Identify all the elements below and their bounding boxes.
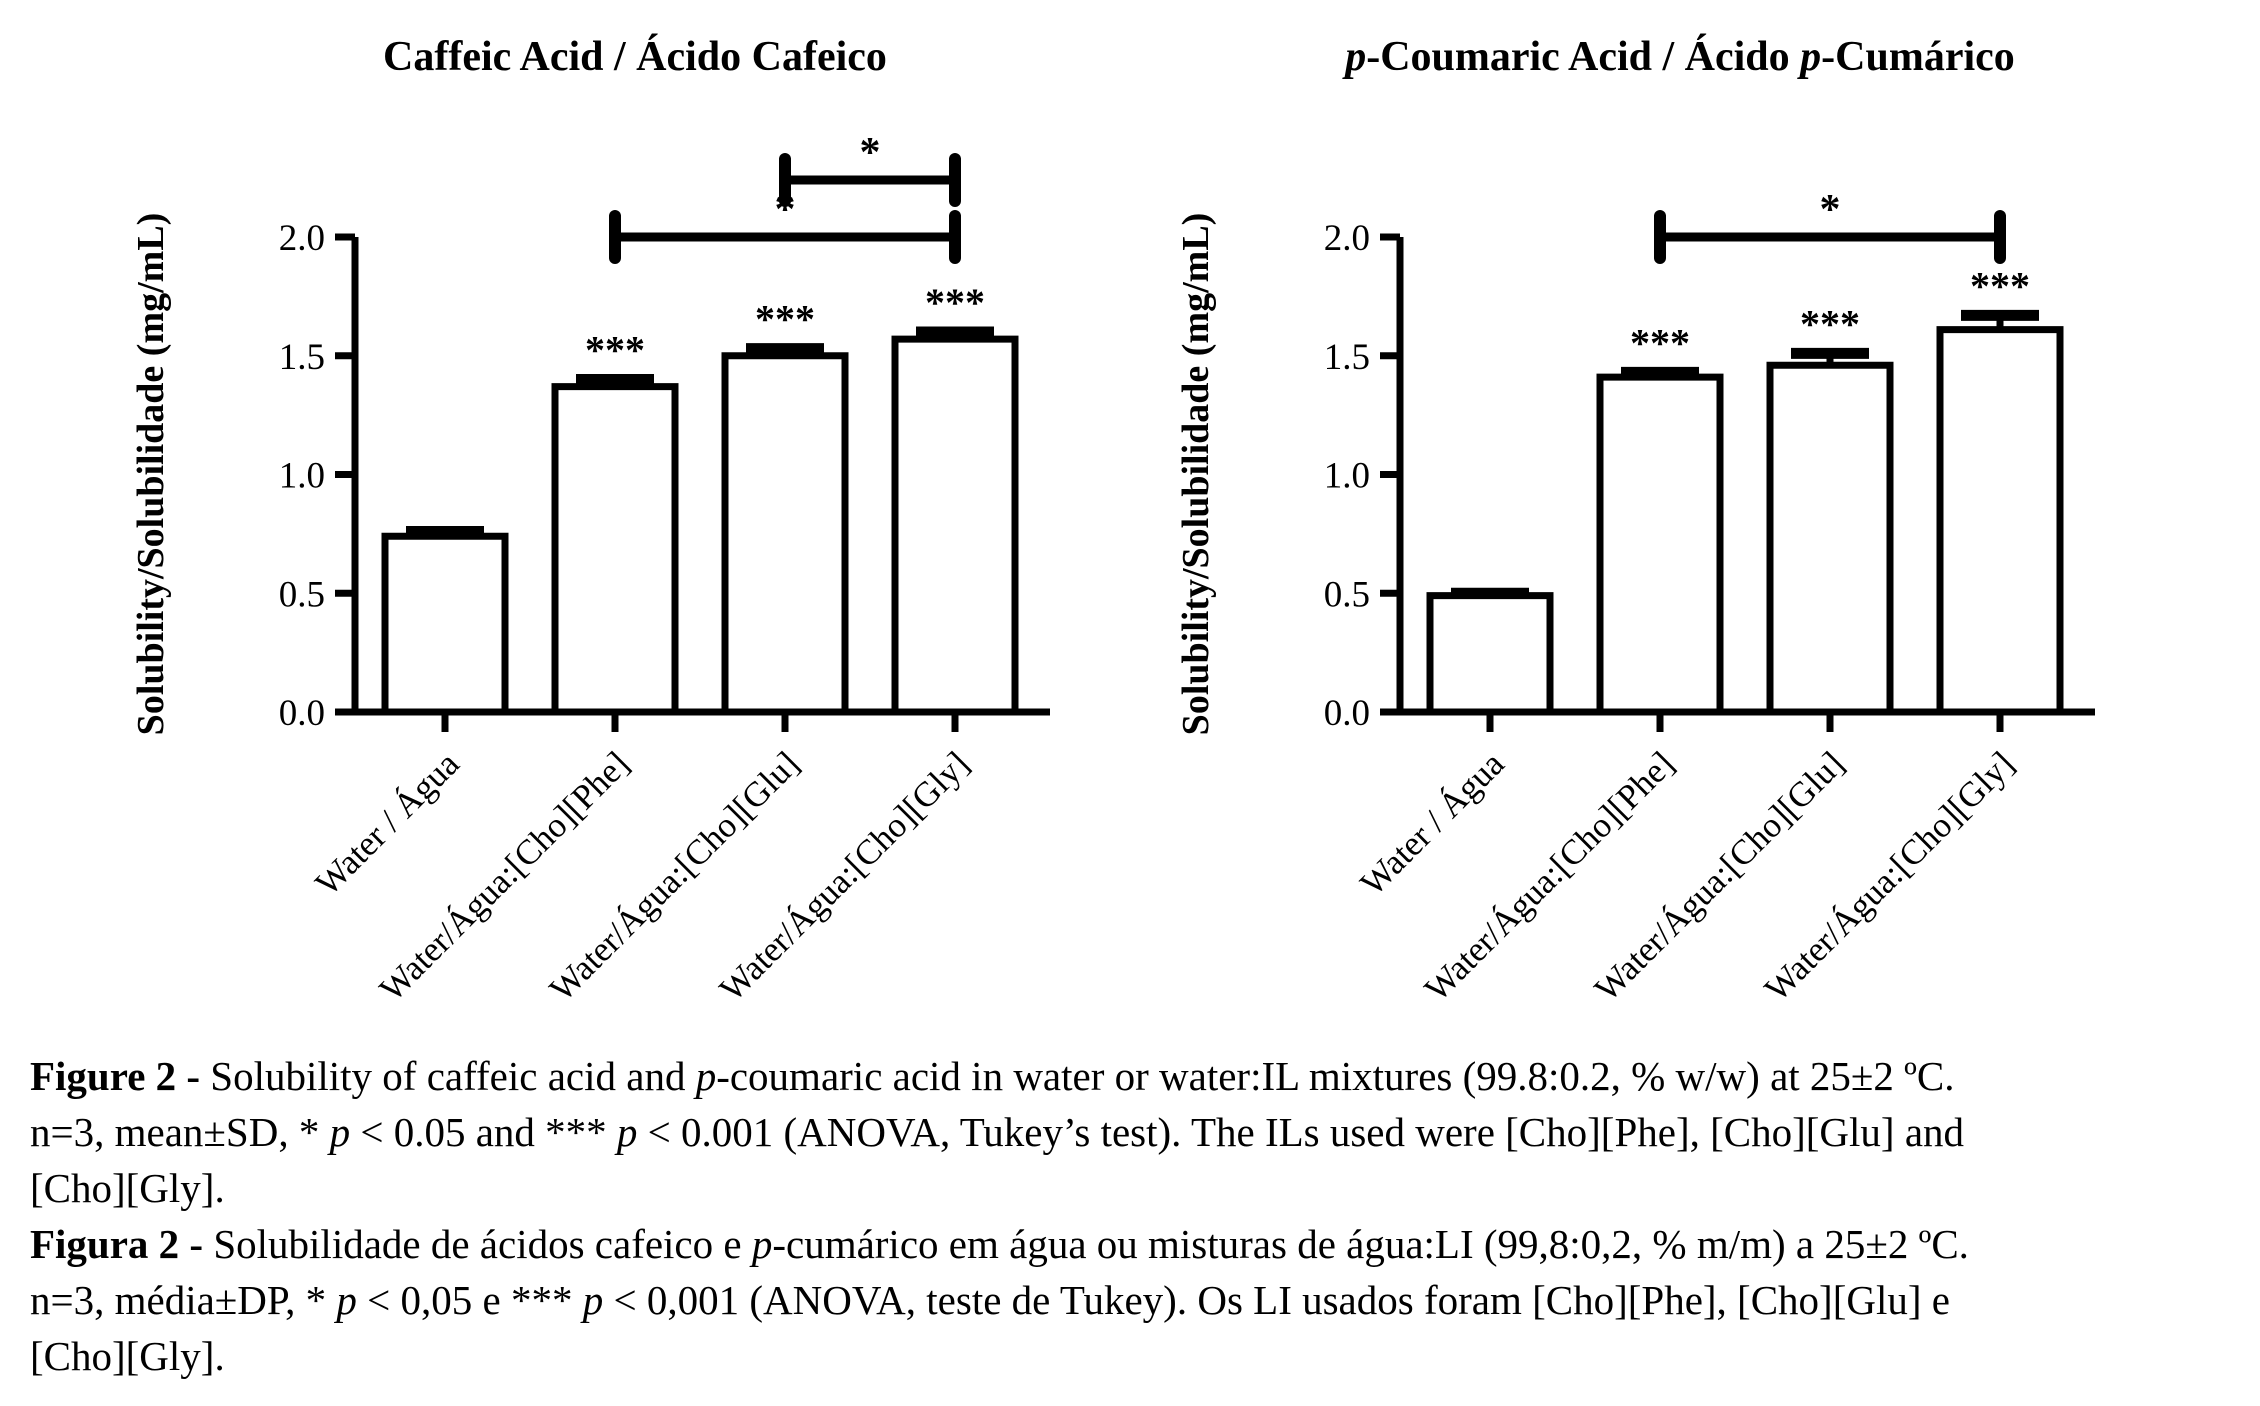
- significance-stars-3: ***: [1970, 263, 2030, 308]
- bar-0: [1426, 592, 1554, 716]
- error-bar-cap-1: [1621, 366, 1699, 378]
- caption-line: [Cho][Gly].: [30, 1160, 2234, 1216]
- caption-line: n=3, mean±SD, * p < 0.05 and *** p < 0.0…: [30, 1104, 2234, 1160]
- y-tick-label-0: 0.0: [1324, 693, 1370, 734]
- significance-stars-1: ***: [1630, 320, 1690, 365]
- figure-caption: Figure 2 - Solubility of caffeic acid an…: [30, 1048, 2234, 1384]
- caption-run: p: [695, 1053, 717, 1099]
- y-tick-label-1: 0.5: [279, 574, 325, 615]
- caption-run: Figure 2 -: [30, 1053, 211, 1099]
- significance-stars-2: ***: [755, 297, 815, 342]
- error-bar-cap-1: [576, 374, 654, 385]
- caption-line: Figura 2 - Solubilidade de ácidos cafeic…: [30, 1216, 2234, 1272]
- x-category-label-0: Water / Água: [1353, 744, 1512, 903]
- comparison-bracket-label-1: *: [860, 130, 881, 176]
- caption-run: < 0,05 e ***: [356, 1277, 583, 1323]
- caption-run: [Cho][Gly].: [30, 1165, 225, 1211]
- y-tick-label-1: 0.5: [1324, 574, 1370, 615]
- y-tick-label-0: 0.0: [279, 693, 325, 734]
- caption-run: p: [616, 1109, 638, 1155]
- y-tick-label-4: 2.0: [279, 218, 325, 259]
- caption-run: -coumaric acid in water or water:IL mixt…: [716, 1053, 1955, 1099]
- significance-stars-2: ***: [1800, 301, 1860, 346]
- y-tick-label-2: 1.0: [279, 456, 325, 497]
- error-bar-cap-3: [916, 326, 994, 338]
- bar-2: [1766, 361, 1894, 716]
- caption-run: Solubilidade de ácidos cafeico e: [213, 1221, 752, 1267]
- bar-0: [381, 532, 509, 716]
- error-bar-cap-0: [1451, 587, 1529, 599]
- error-bar-cap-3: [1961, 309, 2039, 321]
- bar-1: [1596, 373, 1724, 716]
- chart-title: p-Coumaric Acid / Ácido p-Cumárico: [1342, 33, 2015, 80]
- caption-run: n=3, mean±SD, *: [30, 1109, 330, 1155]
- caption-run: < 0,001 (ANOVA, teste de Tukey). Os LI u…: [603, 1277, 1950, 1323]
- y-tick-label-3: 1.5: [279, 337, 325, 378]
- bar-3: [1936, 326, 2064, 716]
- caption-line: n=3, média±DP, * p < 0,05 e *** p < 0,00…: [30, 1272, 2234, 1328]
- caption-run: p: [582, 1277, 604, 1323]
- x-category-label-0: Water / Água: [308, 744, 467, 903]
- error-bar-cap-2: [746, 343, 824, 355]
- caption-run: < 0.05 and ***: [350, 1109, 617, 1155]
- bar-1: [551, 383, 679, 716]
- caption-run: n=3, média±DP, *: [30, 1277, 337, 1323]
- bar-2: [721, 352, 849, 716]
- comparison-bracket-label-0: *: [1820, 187, 1841, 233]
- caption-run: p: [329, 1109, 351, 1155]
- y-axis-label: Solubility/Solubilidade (mg/mL): [130, 213, 172, 736]
- significance-stars-1: ***: [585, 328, 645, 373]
- caption-line: [Cho][Gly].: [30, 1328, 2234, 1384]
- caption-line: Figure 2 - Solubility of caffeic acid an…: [30, 1048, 2234, 1104]
- y-axis-label: Solubility/Solubilidade (mg/mL): [1175, 213, 1217, 736]
- significance-stars-3: ***: [925, 280, 985, 325]
- caption-run: Figura 2 -: [30, 1221, 214, 1267]
- caption-run: -cumárico em água ou misturas de água:LI…: [772, 1221, 1969, 1267]
- caption-run: < 0.001 (ANOVA, Tukey’s test). The ILs u…: [637, 1109, 1965, 1155]
- y-tick-label-4: 2.0: [1324, 218, 1370, 259]
- caption-run: p: [751, 1221, 773, 1267]
- y-tick-label-3: 1.5: [1324, 337, 1370, 378]
- caption-run: Solubility of caffeic acid and: [210, 1053, 696, 1099]
- caption-run: [Cho][Gly].: [30, 1333, 225, 1379]
- y-tick-label-2: 1.0: [1324, 456, 1370, 497]
- chart-title: Caffeic Acid / Ácido Cafeico: [383, 33, 887, 80]
- bar-3: [891, 335, 1019, 716]
- error-bar-cap-0: [406, 526, 484, 537]
- caption-run: p: [336, 1277, 357, 1323]
- error-bar-cap-2: [1791, 347, 1869, 359]
